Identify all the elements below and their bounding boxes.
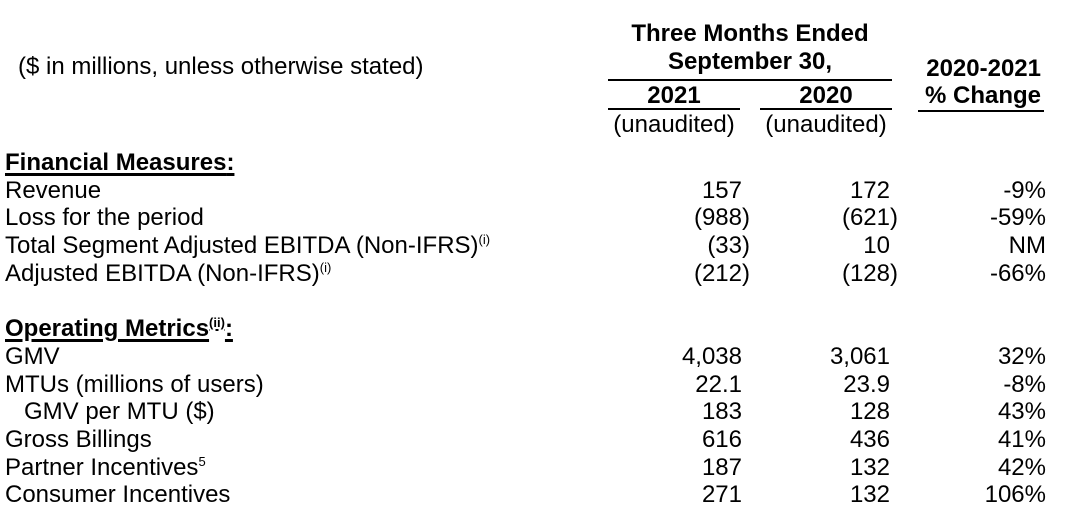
row-label: Operating Metrics(ii): [5, 315, 233, 343]
table-row: MTUs (millions of users) 22.1 23.9 -8% [0, 371, 1072, 399]
row-label: Loss for the period [5, 204, 204, 232]
value-cell: 132 [849, 453, 890, 481]
value-cell: 23.9 [843, 370, 890, 398]
row-label: Gross Billings [5, 425, 152, 453]
value-cell [590, 315, 750, 343]
unaudited-note-2021: (unaudited) [613, 111, 735, 138]
row-label: Adjusted EBITDA (Non-IFRS)(i) [5, 259, 332, 287]
period-header-line1: Three Months Ended [631, 20, 869, 47]
row-label: GMV per MTU ($) [24, 398, 215, 426]
row-label: GMV [5, 342, 60, 370]
value-cell: 32% [997, 342, 1046, 370]
value-cell: 616 [701, 425, 742, 453]
column-header-change: 2020-2021 % Change [918, 55, 1044, 112]
change-header-label: % Change [918, 83, 1044, 112]
row-label: Partner Incentives5 [5, 453, 206, 481]
value-cell: 4,038 [681, 342, 742, 370]
value-cell: 10 [863, 232, 890, 260]
column-header-2021: 2021 [608, 84, 740, 110]
value-cell [898, 315, 1046, 343]
unaudited-note-2020: (unaudited) [765, 111, 887, 138]
table-row: GMV 4,038 3,061 32% [0, 343, 1072, 371]
value-cell: 271 [701, 481, 742, 509]
value-cell: -59% [989, 204, 1046, 232]
units-note: ($ in millions, unless otherwise stated) [18, 53, 424, 80]
period-group-header: Three Months Ended September 30, [608, 20, 892, 81]
value-cell: (33) [707, 232, 750, 260]
row-label: MTUs (millions of users) [5, 370, 264, 398]
value-cell: 3,061 [829, 342, 890, 370]
value-cell: 157 [701, 176, 742, 204]
value-cell: 183 [701, 398, 742, 426]
value-cell: -9% [1003, 176, 1046, 204]
value-cell [750, 149, 898, 177]
value-cell: -66% [989, 259, 1046, 287]
value-cell: 172 [849, 176, 890, 204]
value-cell [750, 315, 898, 343]
value-cell: 42% [997, 453, 1046, 481]
value-cell: (621) [841, 204, 898, 232]
value-cell: (212) [693, 259, 750, 287]
value-cell: 187 [701, 453, 742, 481]
footnote-marker: 5 [198, 453, 206, 469]
period-header-line2: September 30, [667, 48, 833, 75]
value-cell: 41% [997, 425, 1046, 453]
change-header-years: 2020-2021 [926, 55, 1041, 82]
spacer-row [0, 287, 1072, 315]
table-row: Consumer Incentives 271 132 106% [0, 481, 1072, 509]
value-cell: NM [1008, 232, 1046, 260]
table-row: Revenue 157 172 -9% [0, 177, 1072, 205]
value-cell [590, 149, 750, 177]
value-cell: -8% [1003, 370, 1046, 398]
table-row: Total Segment Adjusted EBITDA (Non-IFRS)… [0, 232, 1072, 260]
value-cell [898, 149, 1046, 177]
footnote-marker: (ii) [209, 315, 225, 331]
row-label: Consumer Incentives [5, 481, 231, 509]
value-cell: 128 [849, 398, 890, 426]
section-row: Operating Metrics(ii): [0, 315, 1072, 343]
value-cell: 106% [984, 481, 1046, 509]
footnote-marker: (i) [319, 259, 332, 275]
column-header-2020: 2020 [760, 84, 892, 110]
value-cell: 436 [849, 425, 890, 453]
row-label: Financial Measures: [5, 149, 235, 176]
table-row: Gross Billings 616 436 41% [0, 426, 1072, 454]
value-cell: (988) [693, 204, 750, 232]
table-row: Partner Incentives5 187 132 42% [0, 454, 1072, 482]
value-cell: 132 [849, 481, 890, 509]
table-row: GMV per MTU ($) 183 128 43% [0, 398, 1072, 426]
row-label: Revenue [5, 176, 102, 204]
value-cell: 22.1 [695, 370, 742, 398]
value-cell: 43% [997, 398, 1046, 426]
value-cell: (128) [841, 259, 898, 287]
table-row: Loss for the period (988) (621) -59% [0, 204, 1072, 232]
row-label: Total Segment Adjusted EBITDA (Non-IFRS)… [5, 232, 491, 260]
section-row: Financial Measures: [0, 149, 1072, 177]
table-row: Adjusted EBITDA (Non-IFRS)(i) (212) (128) -… [0, 260, 1072, 288]
table-body: Financial Measures: Revenue 157 172 -9% Loss … [0, 149, 1072, 509]
footnote-marker: (i) [478, 232, 491, 248]
